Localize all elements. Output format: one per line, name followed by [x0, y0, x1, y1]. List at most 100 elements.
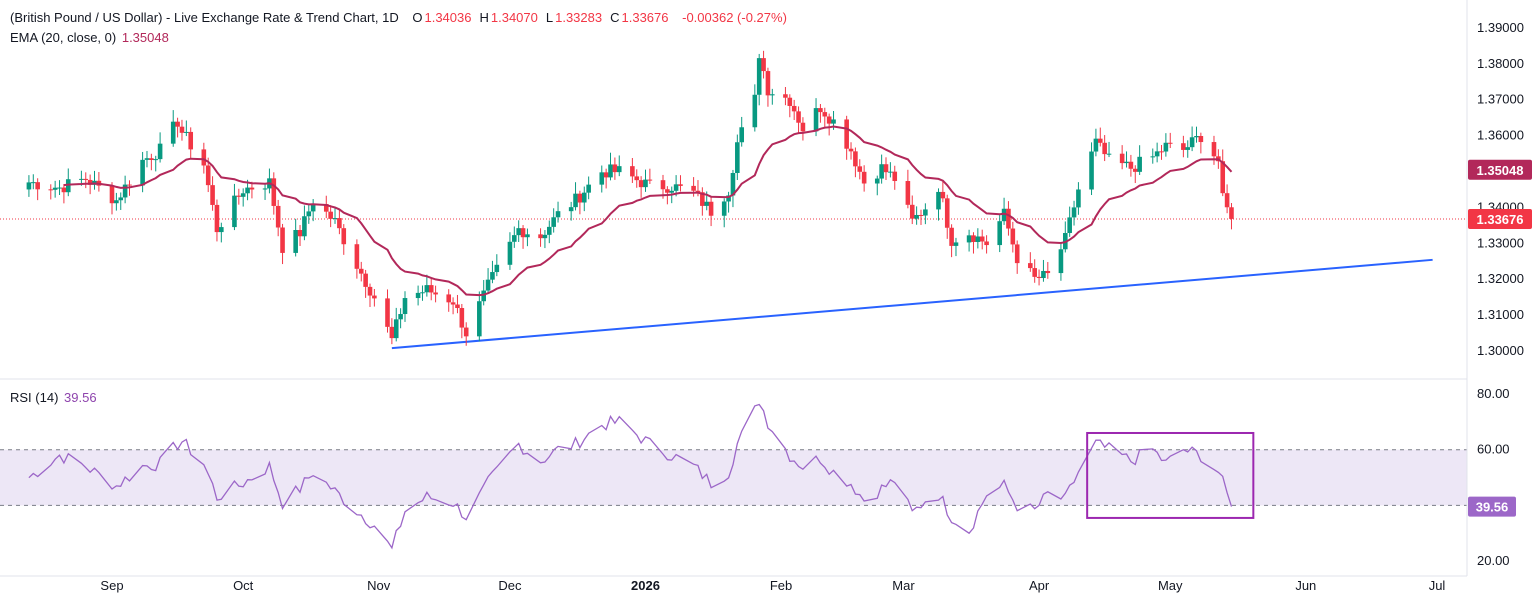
candle	[647, 179, 653, 181]
candle	[538, 234, 543, 239]
candle	[1014, 244, 1020, 264]
price-change: -0.00362 (-0.27%)	[682, 10, 787, 25]
time-tick-label: Feb	[770, 578, 792, 593]
candle	[232, 195, 237, 228]
chart-title: (British Pound / US Dollar) - Live Excha…	[10, 10, 399, 25]
candle	[83, 178, 89, 180]
candle	[888, 171, 893, 173]
candle	[800, 122, 806, 132]
candle	[634, 176, 640, 181]
candle	[546, 226, 552, 235]
candle	[678, 184, 683, 186]
candle	[149, 158, 154, 160]
ohlc-key: C	[610, 10, 620, 25]
candle	[30, 182, 36, 184]
ema-price-tag	[1468, 159, 1532, 180]
ema-value: 1.35048	[121, 30, 169, 45]
candle	[1032, 268, 1037, 277]
chart-legend: (British Pound / US Dollar) - Live Excha…	[10, 10, 789, 25]
candle	[57, 187, 62, 189]
price-tick-label: 1.37000	[1477, 92, 1524, 107]
candle	[52, 187, 58, 190]
ohlc-value: 1.33676	[621, 10, 669, 25]
ohlc-key: L	[545, 10, 554, 25]
candle	[612, 164, 618, 173]
candle	[525, 234, 530, 238]
candle	[555, 211, 561, 218]
candle	[35, 182, 40, 190]
rsi-band	[0, 449, 1467, 506]
candle	[551, 217, 556, 227]
candle	[245, 187, 250, 194]
candle	[446, 294, 452, 303]
candle	[363, 273, 368, 287]
candle	[236, 195, 242, 197]
candle	[358, 268, 364, 274]
candle	[761, 58, 766, 72]
candle	[787, 97, 793, 106]
price-tick-label: 1.36000	[1477, 128, 1524, 143]
candle	[188, 131, 194, 150]
rsi-tick-label: 20.00	[1477, 553, 1510, 568]
candle	[660, 180, 666, 190]
candle	[630, 166, 635, 177]
candle	[914, 214, 919, 219]
ohlc-value: 1.34070	[490, 10, 538, 25]
candle	[923, 209, 928, 216]
candle	[389, 326, 395, 339]
candle	[542, 234, 548, 239]
ohlc-value: 1.33283	[555, 10, 603, 25]
candle	[1189, 137, 1195, 148]
rsi-tick-label: 80.00	[1477, 386, 1510, 401]
candle	[673, 184, 679, 191]
candle	[1058, 249, 1064, 274]
candle	[179, 126, 185, 133]
candle	[861, 171, 867, 184]
candle	[879, 164, 884, 179]
candle	[844, 119, 849, 149]
candle	[424, 285, 430, 293]
time-tick-label: Jun	[1295, 578, 1316, 593]
candle	[302, 216, 307, 237]
candle	[1124, 161, 1129, 164]
candle	[599, 172, 605, 185]
ema-label: EMA (20, close, 0)	[10, 30, 117, 45]
candle	[726, 195, 731, 202]
candle	[1220, 161, 1226, 194]
rsi-value-label: 39.56	[1476, 500, 1509, 515]
candle	[581, 192, 587, 203]
candle	[603, 172, 609, 178]
candle	[573, 193, 578, 208]
candle	[874, 178, 880, 184]
candle	[1185, 147, 1191, 150]
candle	[783, 94, 788, 98]
candle	[853, 151, 858, 167]
candle	[892, 171, 898, 182]
trend-line[interactable]	[391, 258, 1433, 350]
time-tick-label: Nov	[367, 578, 391, 593]
candle	[708, 201, 714, 216]
candle	[770, 94, 775, 96]
candle	[520, 228, 526, 238]
last-price-label: 1.33676	[1477, 212, 1524, 227]
ohlc-value: 1.34036	[424, 10, 472, 25]
last-price-tag	[1468, 209, 1532, 230]
ohlc-key: H	[479, 10, 489, 25]
ohlc-values: O 1.34036 H 1.34070 L 1.33283 C 1.33676	[404, 10, 676, 25]
candle	[1211, 142, 1217, 157]
candle	[953, 242, 959, 246]
candle	[1028, 263, 1033, 269]
candle	[1067, 217, 1072, 234]
price-tick-label: 1.39000	[1477, 20, 1524, 35]
candle	[114, 200, 119, 204]
rsi-highlight-box[interactable]	[1086, 431, 1255, 519]
candle	[1093, 138, 1099, 152]
candle	[765, 71, 771, 96]
price-tick-label: 1.33000	[1477, 235, 1524, 250]
candle	[144, 158, 150, 160]
candle	[1036, 276, 1042, 279]
candle	[240, 193, 246, 197]
candle	[909, 204, 915, 219]
